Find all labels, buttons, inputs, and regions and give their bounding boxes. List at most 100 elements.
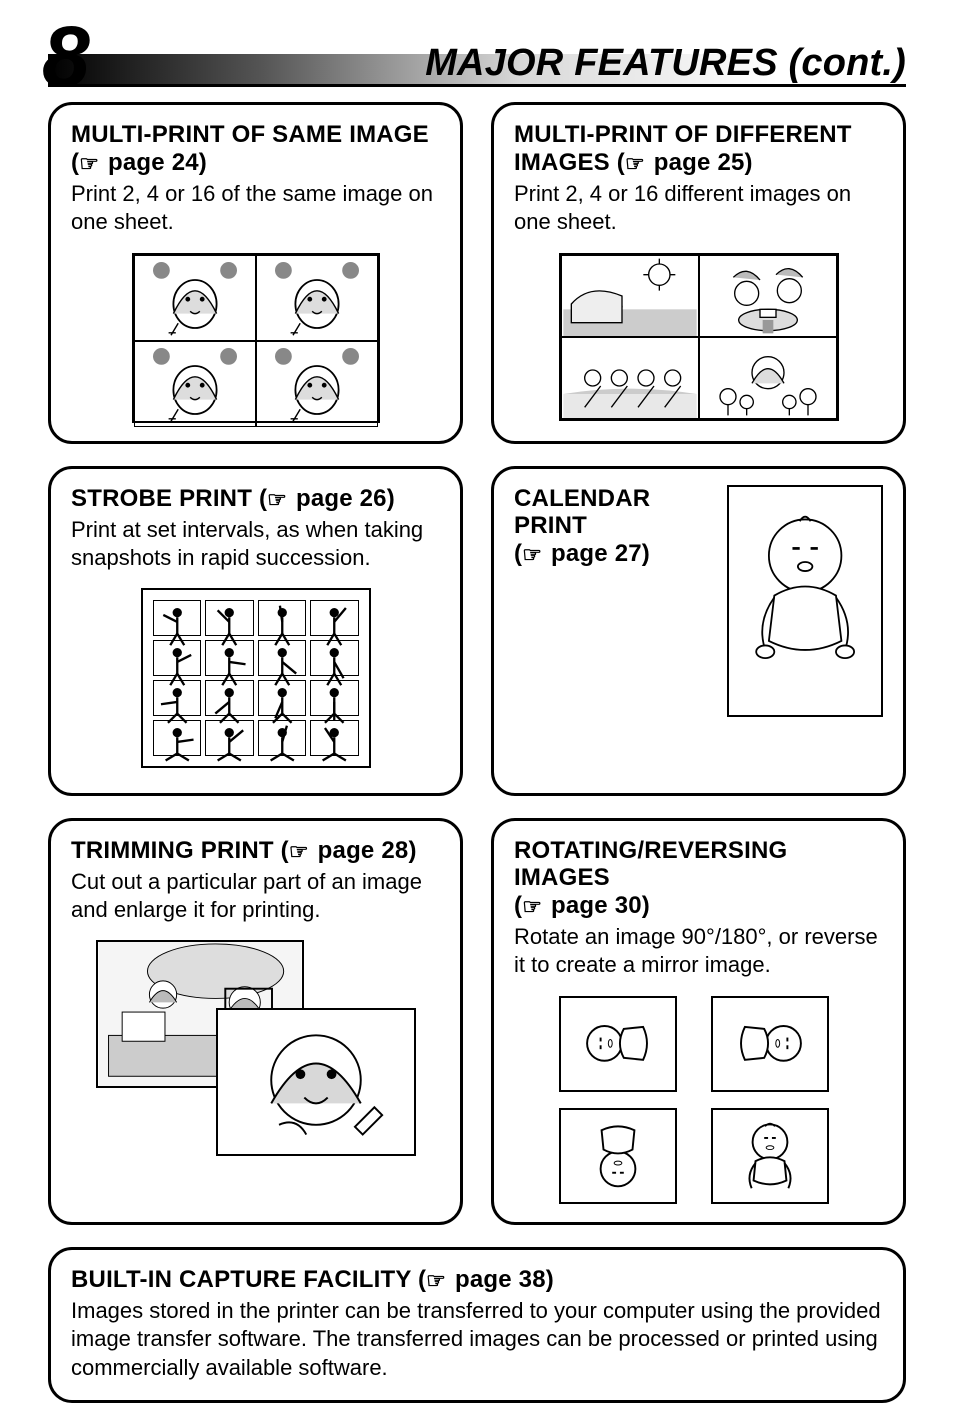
feature-card-strobe: STROBE PRINT (☞ page 26) Print at set in… bbox=[48, 466, 463, 796]
card-desc: Cut out a particular part of an image an… bbox=[71, 868, 440, 924]
card-title-text: CALENDAR PRINT bbox=[514, 485, 650, 540]
strobe-cell bbox=[258, 680, 307, 716]
page-ref-open: ( bbox=[71, 149, 79, 176]
page-ref: page 26 bbox=[296, 485, 387, 512]
hand-icon: ☞ bbox=[426, 1268, 446, 1293]
card-desc: Print 2, 4 or 16 of the same image on on… bbox=[71, 180, 440, 236]
card-title-text: STROBE PRINT bbox=[71, 485, 252, 512]
strobe-cell bbox=[205, 680, 254, 716]
figure-cell bbox=[256, 255, 378, 341]
hand-icon: ☞ bbox=[522, 542, 542, 567]
page-ref-close: ) bbox=[408, 837, 416, 864]
lady-illustration-icon bbox=[135, 342, 255, 426]
card-title-text: BUILT-IN CAPTURE FACILITY bbox=[71, 1266, 411, 1293]
page-ref-open: ( bbox=[252, 485, 267, 512]
card-desc: Images stored in the printer can be tran… bbox=[71, 1297, 883, 1381]
strobe-cell bbox=[153, 720, 202, 756]
page-ref: page 25 bbox=[654, 149, 745, 176]
figure-cell-cafe bbox=[699, 255, 837, 337]
strobe-cell bbox=[258, 600, 307, 636]
card-desc: Print 2, 4 or 16 different images on one… bbox=[514, 180, 883, 236]
feature-grid: MULTI-PRINT OF SAME IMAGE (☞ page 24) Pr… bbox=[48, 102, 906, 1403]
page-ref: page 38 bbox=[455, 1266, 546, 1293]
card-title: ROTATING/REVERSING IMAGES (☞ page 30) bbox=[514, 837, 883, 920]
page-ref: page 24 bbox=[108, 149, 199, 176]
baby-illustration-icon bbox=[729, 487, 881, 715]
card-title: BUILT-IN CAPTURE FACILITY (☞ page 38) bbox=[71, 1266, 883, 1294]
lady-illustration-icon bbox=[257, 256, 377, 340]
strobe-cell bbox=[153, 600, 202, 636]
baby-rotated-left-icon bbox=[561, 997, 675, 1090]
trim-enlarged-image bbox=[216, 1008, 416, 1156]
feature-card-trimming: TRIMMING PRINT (☞ page 28) Cut out a par… bbox=[48, 818, 463, 1225]
page-ref-open: ( bbox=[514, 892, 522, 919]
hand-icon: ☞ bbox=[267, 487, 287, 512]
page-ref-close: ) bbox=[199, 149, 207, 176]
card-title: MULTI-PRINT OF SAME IMAGE (☞ page 24) bbox=[71, 121, 440, 176]
page-ref-close: ) bbox=[745, 149, 753, 176]
card-desc: Rotate an image 90°/180°, or reverse it … bbox=[514, 923, 883, 979]
hand-icon: ☞ bbox=[625, 151, 645, 176]
rotate-cell-180 bbox=[559, 1108, 677, 1204]
card-title-text: MULTI-PRINT OF SAME IMAGE bbox=[71, 121, 429, 148]
feature-card-rotate: ROTATING/REVERSING IMAGES (☞ page 30) Ro… bbox=[491, 818, 906, 1225]
lady-illustration-icon bbox=[135, 256, 255, 340]
page-title: MAJOR FEATURES (cont.) bbox=[425, 42, 906, 85]
beach-illustration-icon bbox=[562, 338, 698, 418]
strobe-cell bbox=[310, 600, 359, 636]
page-ref-close: ) bbox=[387, 485, 395, 512]
page-ref: page 28 bbox=[318, 837, 409, 864]
strobe-cell bbox=[205, 600, 254, 636]
card-title: CALENDAR PRINT (☞ page 27) bbox=[514, 485, 715, 568]
page-ref-close: ) bbox=[546, 1266, 554, 1293]
hand-icon: ☞ bbox=[79, 151, 99, 176]
card-desc: Print at set intervals, as when taking s… bbox=[71, 516, 440, 572]
card-title: TRIMMING PRINT (☞ page 28) bbox=[71, 837, 440, 865]
cafe-illustration-icon bbox=[700, 256, 836, 336]
feature-card-calendar: CALENDAR PRINT (☞ page 27) bbox=[491, 466, 906, 796]
strobe-cell bbox=[310, 720, 359, 756]
page-ref: page 27 bbox=[551, 540, 642, 567]
feature-card-multiprint-diff: MULTI-PRINT OF DIFFERENT IMAGES (☞ page … bbox=[491, 102, 906, 444]
figure-multiprint-diff bbox=[514, 253, 883, 421]
strobe-cell bbox=[153, 640, 202, 676]
flowers-illustration-icon bbox=[700, 338, 836, 418]
page-ref-close: ) bbox=[642, 540, 650, 567]
feature-card-multiprint-same: MULTI-PRINT OF SAME IMAGE (☞ page 24) Pr… bbox=[48, 102, 463, 444]
page-ref: page 30 bbox=[551, 892, 642, 919]
figure-cell bbox=[256, 341, 378, 427]
card-title-text: TRIMMING PRINT bbox=[71, 837, 274, 864]
strobe-cell bbox=[258, 720, 307, 756]
document-page: 8 MAJOR FEATURES (cont.) MULTI-PRINT OF … bbox=[0, 0, 954, 1355]
figure-box bbox=[141, 588, 371, 768]
face-closeup-illustration-icon bbox=[218, 1010, 414, 1154]
page-ref-open: ( bbox=[274, 837, 289, 864]
figure-cell bbox=[134, 341, 256, 427]
rotate-cell-mirror bbox=[711, 1108, 829, 1204]
rotate-cell-90b bbox=[711, 996, 829, 1092]
strobe-cell bbox=[310, 680, 359, 716]
figure-box bbox=[559, 996, 839, 1204]
figure-strobe bbox=[71, 588, 440, 768]
baby-rotated-right-icon bbox=[713, 997, 827, 1090]
strobe-cell bbox=[310, 640, 359, 676]
page-ref-close: ) bbox=[642, 892, 650, 919]
figure-cell bbox=[134, 255, 256, 341]
sleeping-illustration-icon bbox=[562, 256, 698, 336]
page-ref-open: ( bbox=[610, 149, 625, 176]
hand-icon: ☞ bbox=[289, 839, 309, 864]
figure-calendar bbox=[727, 485, 883, 717]
page-ref-open: ( bbox=[514, 540, 522, 567]
baby-rotated-180-icon bbox=[561, 1109, 675, 1202]
baby-mirrored-icon bbox=[713, 1109, 827, 1202]
strobe-cell bbox=[205, 720, 254, 756]
figure-cell-sleeping bbox=[561, 255, 699, 337]
figure-box bbox=[96, 940, 416, 1156]
figure-box bbox=[132, 253, 380, 423]
page-header: 8 MAJOR FEATURES (cont.) bbox=[48, 20, 906, 84]
rotate-cell-90a bbox=[559, 996, 677, 1092]
figure-cell-beach bbox=[561, 337, 699, 419]
page-number: 8 bbox=[42, 8, 90, 107]
strobe-cell bbox=[153, 680, 202, 716]
card-title: STROBE PRINT (☞ page 26) bbox=[71, 485, 440, 513]
